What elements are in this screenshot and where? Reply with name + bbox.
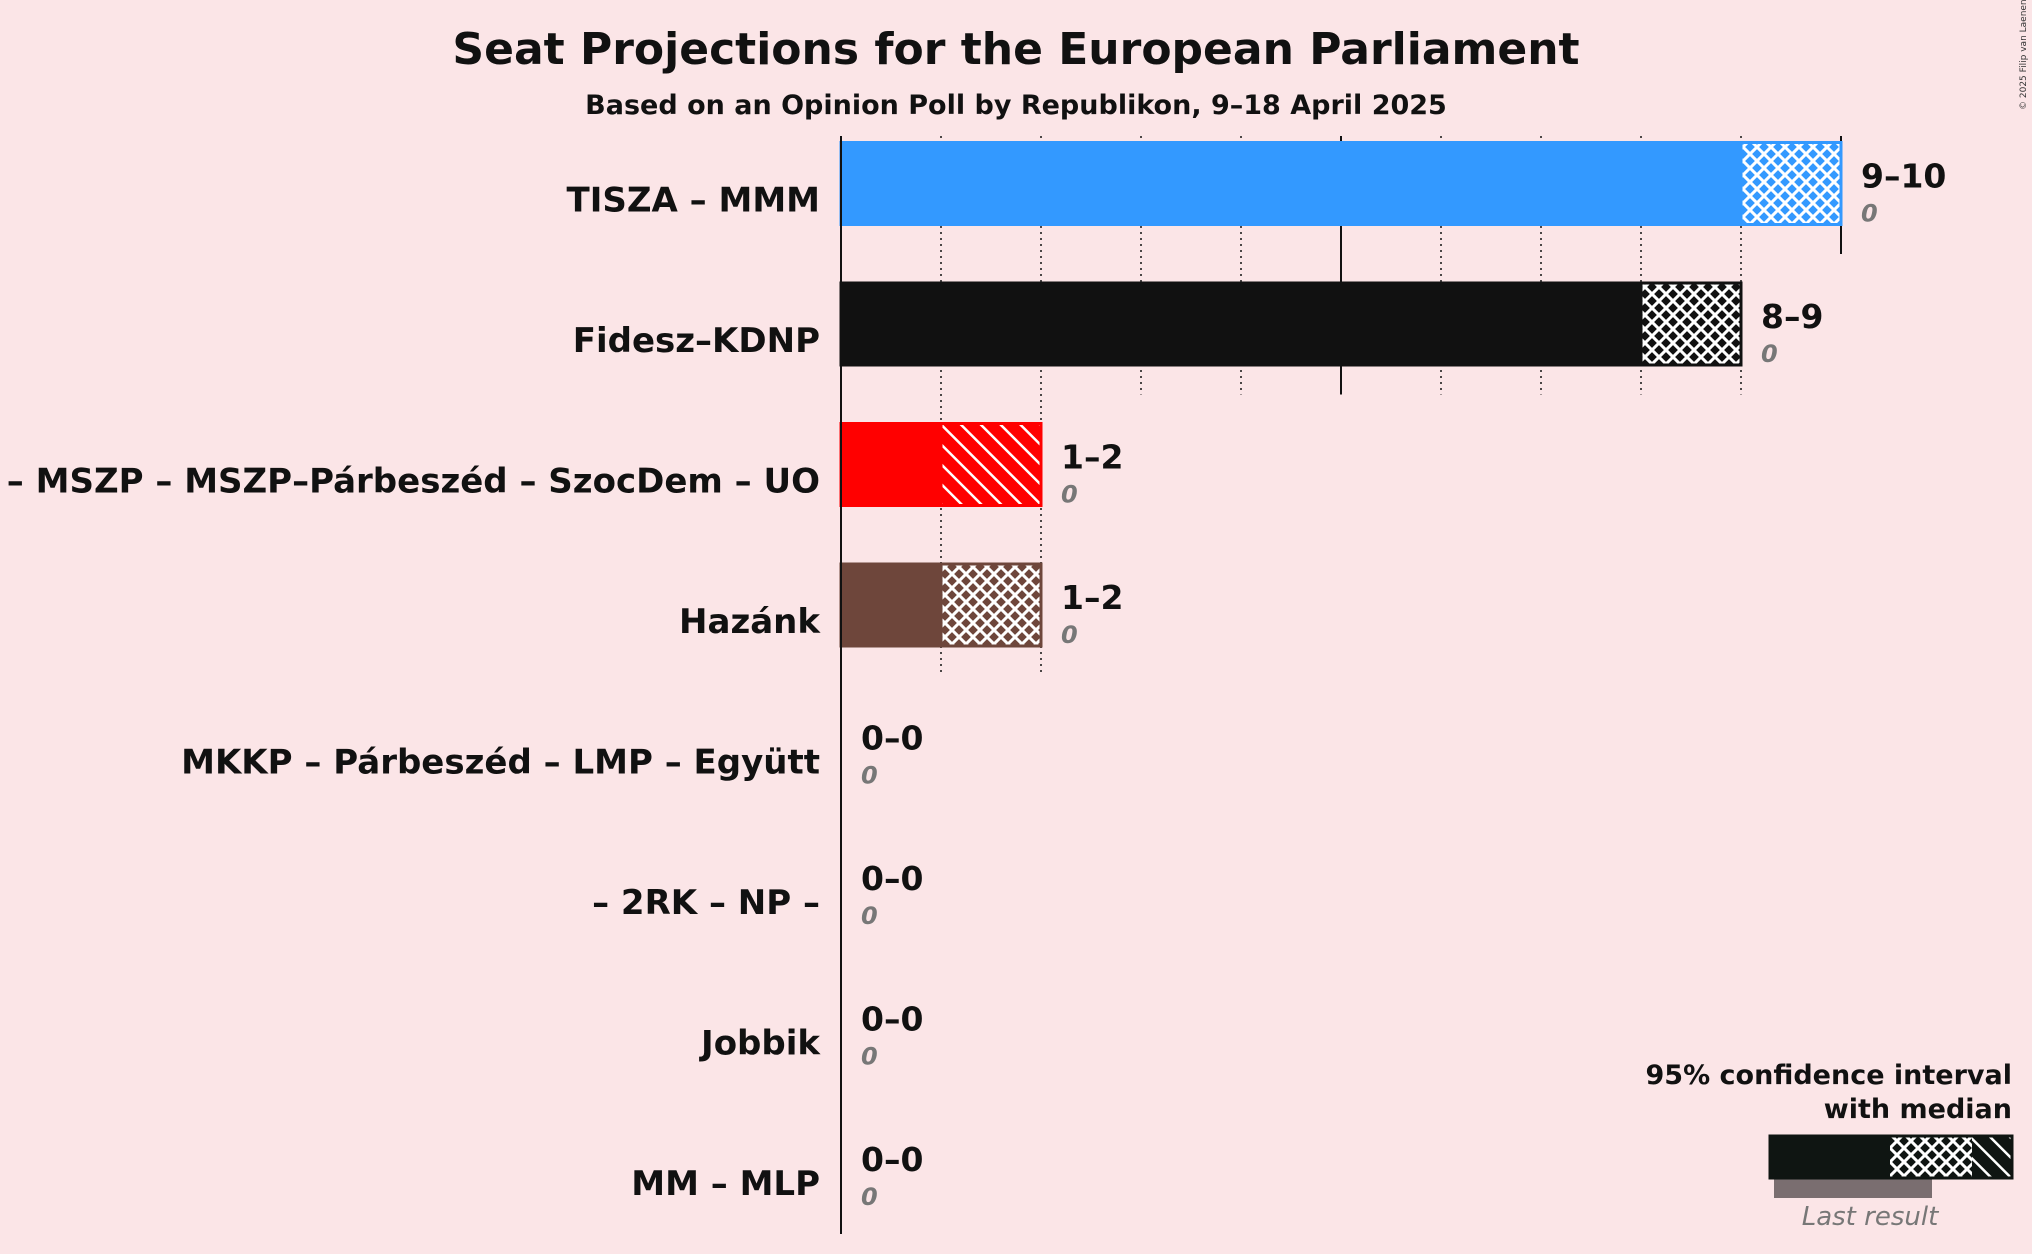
bar-solid [841,281,1641,367]
bar-ci-hatch [1741,141,1841,226]
range-label: 0–0 [861,1140,923,1179]
party-row: TISZA – MMM 9–10 0 [567,141,1946,228]
chart-title: Seat Projections for the European Parlia… [452,24,1579,75]
party-row: – 2RK – NP – 0–0 0 [592,859,923,930]
party-row: Hazánk 1–2 0 [679,562,1123,649]
bar-solid [841,562,941,648]
party-row: MM – MLP 0–0 0 [631,1140,923,1211]
party-rows: TISZA – MMM 9–10 0 Fidesz–KDNP 8–9 0 DK – MSZP… [0,141,1946,1211]
party-label: MKKP – Párbeszéd – LMP – Együtt [181,743,820,783]
last-result-label: 0 [1061,481,1078,509]
legend-title-line2: with median [1824,1094,2012,1125]
last-result-label: 0 [1761,340,1778,368]
party-label: DK – MSZP – MSZP–Párbeszéd – SzocDem – U… [0,462,820,502]
party-label: Fidesz–KDNP [573,321,820,361]
copyright-note: © 2025 Filip van Laenen [2019,0,2029,110]
party-label: – 2RK – NP – [592,883,820,923]
last-result-label: 0 [1861,200,1878,228]
party-row: DK – MSZP – MSZP–Párbeszéd – SzocDem – U… [0,422,1123,509]
party-row: Fidesz–KDNP 8–9 0 [573,281,1823,368]
bar-solid [841,141,1741,226]
last-result-label: 0 [861,762,878,790]
bar-ci-hatch [1641,281,1741,367]
range-label: 0–0 [861,1000,923,1039]
party-row: Jobbik 0–0 0 [699,1000,923,1071]
bar-ci-hatch [941,422,1041,507]
bar-solid [841,422,941,507]
legend-last-result-swatch [1774,1176,1932,1198]
range-label: 1–2 [1061,578,1123,617]
legend-outline [1768,1134,2014,1180]
legend-last-result-label: Last result [1802,1202,1939,1232]
last-result-label: 0 [861,1183,878,1211]
range-label: 0–0 [861,719,923,758]
party-row: MKKP – Párbeszéd – LMP – Együtt 0–0 0 [181,719,923,790]
legend-ci-swatch [1770,1136,1890,1178]
chart-subtitle: Based on an Opinion Poll by Republikon, … [585,90,1447,121]
party-label: TISZA – MMM [567,181,820,221]
range-label: 1–2 [1061,438,1123,477]
party-label: Jobbik [699,1024,821,1064]
legend-title-line1: 95% confidence interval [1646,1060,2012,1091]
bar-ci-hatch [941,562,1041,648]
party-label: Hazánk [679,602,821,642]
legend-ci-extreme-hatch [1972,1136,2012,1178]
range-label: 0–0 [861,859,923,898]
legend-ci-upper-hatch [1890,1136,1972,1178]
last-result-label: 0 [1061,621,1078,649]
legend: 95% confidence interval with median Last… [1646,1060,2014,1232]
last-result-label: 0 [861,902,878,930]
range-label: 9–10 [1861,157,1946,196]
range-label: 8–9 [1761,297,1823,336]
last-result-label: 0 [861,1043,878,1071]
party-label: MM – MLP [631,1164,820,1204]
